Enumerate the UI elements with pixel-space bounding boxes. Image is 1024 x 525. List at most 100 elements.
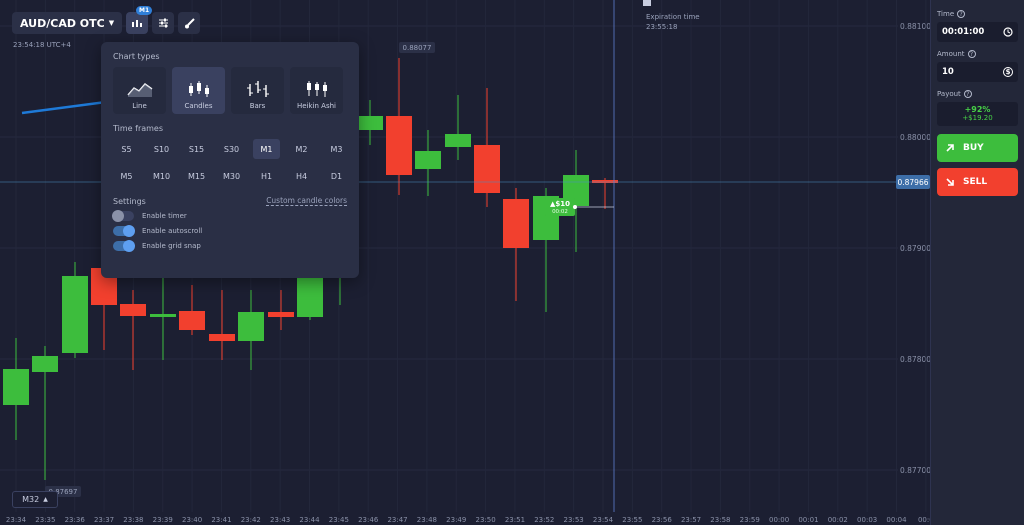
- line-chart-icon: [126, 83, 152, 97]
- time-frame-d1[interactable]: D1: [330, 171, 343, 181]
- time-frame-m5[interactable]: M5: [120, 171, 133, 181]
- arrow-up-right-icon: [946, 144, 954, 152]
- chart-type-heikin-ashi[interactable]: Heikin Ashi: [290, 67, 343, 114]
- chart-type-label: Candles: [184, 102, 213, 110]
- time-tick-label: 00:00: [769, 516, 789, 524]
- sell-button[interactable]: SELL: [937, 168, 1018, 196]
- clock-icon[interactable]: [1003, 27, 1013, 37]
- dollar-icon[interactable]: $: [1003, 67, 1013, 77]
- time-tick-label: 23:46: [358, 516, 379, 524]
- help-icon[interactable]: ?: [963, 90, 972, 98]
- time-frame-h1[interactable]: H1: [260, 171, 273, 181]
- autoscroll-toggle[interactable]: [113, 225, 135, 237]
- trade-timer: 00:02: [552, 209, 568, 215]
- time-tick-label: 00:03: [857, 516, 877, 524]
- help-icon[interactable]: ?: [967, 50, 976, 58]
- timeframe-badge: M1: [135, 6, 153, 15]
- time-tick-label: 23:43: [270, 516, 290, 524]
- chart-type-label: Line: [132, 102, 147, 110]
- timer-toggle[interactable]: [112, 210, 134, 222]
- chart-type-bars[interactable]: Bars: [231, 67, 284, 114]
- time-frame-s15[interactable]: S15: [188, 144, 205, 154]
- toggle-autoscroll-row[interactable]: Enable autoscroll: [113, 225, 347, 237]
- low-price-label: 0.87697: [49, 488, 78, 496]
- candle-body: [32, 356, 58, 372]
- chart-area[interactable]: 0.88100 0.88000 0.87900 0.87800 0.87700 23:34…: [0, 0, 930, 525]
- time-tick-label: 23:50: [476, 516, 496, 524]
- arrow-down-right-icon: [946, 178, 954, 186]
- custom-candle-colors-link[interactable]: Custom candle colors: [266, 196, 347, 206]
- candle-body: [386, 116, 412, 175]
- time-tick-label: 00:04: [886, 516, 907, 524]
- time-tick-label: 23:53: [564, 516, 584, 524]
- time-frames-grid: S5 S10 S15 S30 M1 M2 M3 M5 M10 M15 M30 H1 H4 D1: [113, 139, 347, 186]
- candle-body: [297, 277, 323, 317]
- candle-body: [150, 314, 176, 317]
- grid-snap-toggle[interactable]: [113, 240, 135, 252]
- time-tick-label: 23:57: [681, 516, 701, 524]
- time-frame-m15[interactable]: M15: [187, 171, 206, 181]
- zoom-selector[interactable]: M32 ▲: [12, 491, 58, 508]
- time-frame-m2[interactable]: M2: [295, 144, 308, 154]
- time-frame-h4[interactable]: H4: [295, 171, 308, 181]
- time-tick-label: 00:02: [828, 516, 848, 524]
- time-frame-m10[interactable]: M10: [152, 171, 171, 181]
- caret-up-icon: ▲: [43, 496, 48, 503]
- time-frame-m3[interactable]: M3: [330, 144, 343, 154]
- buy-button[interactable]: BUY: [937, 134, 1018, 162]
- candle-body: [268, 312, 294, 317]
- asset-selector[interactable]: AUD/CAD OTC ▼: [12, 12, 123, 34]
- chart-type-button[interactable]: M1: [126, 6, 153, 34]
- time-frame-s5[interactable]: S5: [121, 144, 132, 154]
- settings-heading: Settings: [113, 196, 146, 206]
- chart-type-label: Heikin Ashi: [297, 102, 336, 110]
- time-frame-s10[interactable]: S10: [153, 144, 170, 154]
- toggle-label: Enable timer: [142, 212, 187, 220]
- expiration-title: Expiration time: [646, 13, 700, 21]
- candle-body: [415, 151, 441, 169]
- candle-body: [592, 180, 618, 183]
- high-price-badge: [399, 42, 435, 53]
- trade-marker-badge: [545, 198, 575, 216]
- chart-settings-popover: Chart types Line Candles Bars Heikin Ash…: [101, 42, 359, 278]
- time-frame-m1[interactable]: M1: [253, 139, 280, 159]
- time-frame-s30[interactable]: S30: [223, 144, 240, 154]
- time-tick-label: 23:37: [94, 516, 114, 524]
- help-icon[interactable]: ?: [957, 10, 966, 18]
- zoom-label: M32: [22, 495, 40, 504]
- server-time: 23:54:18 UTC+4: [13, 41, 71, 49]
- candle-body: [238, 312, 264, 341]
- brush-icon: [184, 17, 195, 28]
- payout-box: +92% +$19.20: [937, 102, 1018, 126]
- time-tick-label: 23:39: [153, 516, 173, 524]
- chart-toolbar: AUD/CAD OTC ▼ M1: [12, 6, 201, 34]
- time-frame-m30[interactable]: M30: [222, 171, 241, 181]
- candle-body: [62, 276, 88, 353]
- toggle-grid-snap-row[interactable]: Enable grid snap: [113, 240, 347, 252]
- candle-body: [445, 134, 471, 147]
- indicators-button[interactable]: [152, 12, 175, 34]
- candle-body: [120, 304, 146, 316]
- bars-chart-icon: [246, 81, 269, 97]
- amount-input[interactable]: 10 $: [937, 62, 1018, 82]
- trade-point: [573, 205, 577, 209]
- time-tick-label: 00:01: [798, 516, 818, 524]
- time-tick-label: 23:56: [652, 516, 673, 524]
- trade-panel: Time ? 00:01:00 Amount ? 10 $ Payout ? +…: [930, 0, 1024, 525]
- chart-type-line[interactable]: Line: [113, 67, 166, 114]
- price-tick-label: 0.88100: [900, 22, 930, 31]
- candles-chart-icon: [188, 81, 209, 97]
- chart-type-candles[interactable]: Candles: [172, 67, 225, 114]
- time-tick-label: 23:48: [417, 516, 437, 524]
- drawing-tools-button[interactable]: [178, 12, 201, 34]
- time-tick-label: 23:34: [6, 516, 27, 524]
- chart-types-list: Line Candles Bars Heikin Ashi: [113, 67, 347, 114]
- time-input[interactable]: 00:01:00: [937, 22, 1018, 42]
- time-tick-label: 23:54: [593, 516, 614, 524]
- price-tick-label: 0.87900: [900, 244, 930, 253]
- sell-label: SELL: [963, 177, 988, 187]
- chart-type-label: Bars: [249, 102, 266, 110]
- toggle-timer-row[interactable]: Enable timer: [112, 210, 347, 222]
- payout-label: Payout: [937, 90, 961, 98]
- payout-label-row: Payout ?: [937, 90, 1018, 98]
